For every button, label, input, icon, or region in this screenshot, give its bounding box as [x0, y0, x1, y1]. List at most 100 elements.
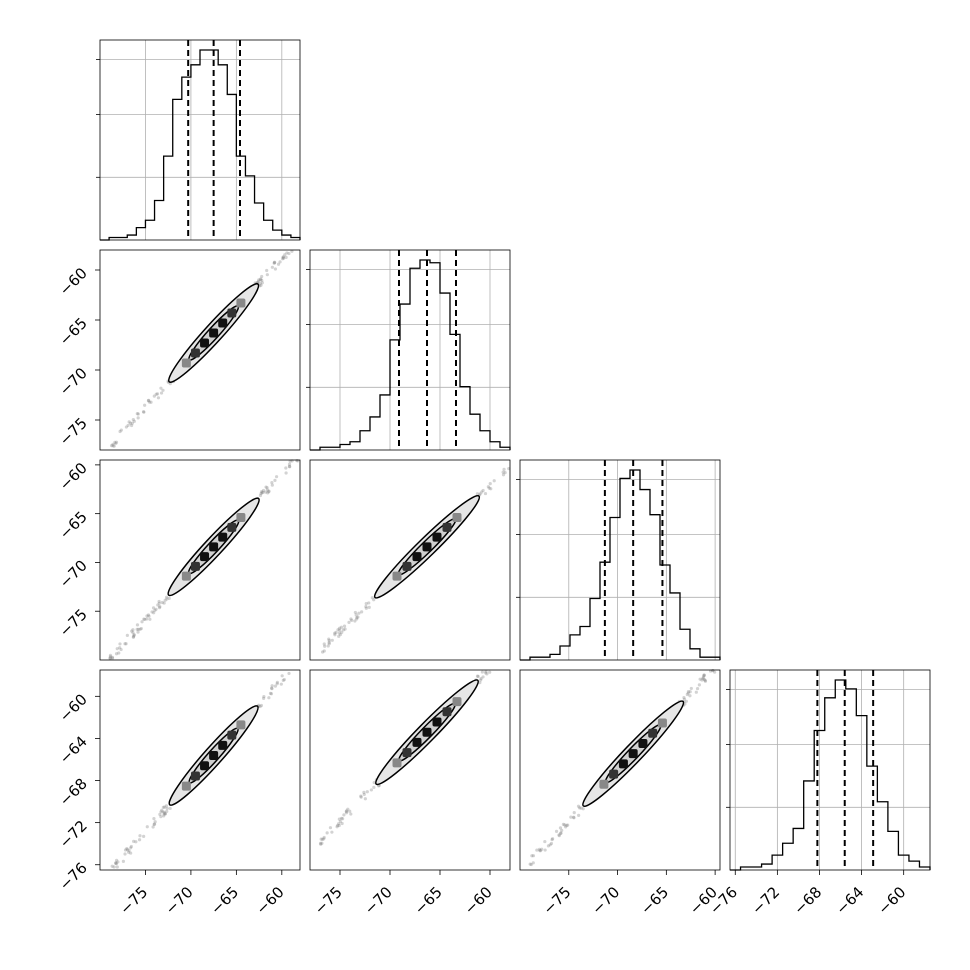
y-tick-label: −75 [56, 605, 91, 640]
sample-point [572, 810, 576, 815]
sample-point [114, 440, 119, 444]
density-cell [236, 298, 246, 308]
y-tick-label: −75 [56, 414, 91, 449]
sample-point [162, 814, 166, 818]
sample-point [350, 618, 354, 622]
sample-point [162, 601, 166, 605]
density-cell [392, 571, 402, 581]
sample-point [261, 488, 266, 493]
sample-point [698, 677, 702, 681]
x-tick-label: −60 [874, 883, 909, 918]
density-cell [412, 552, 422, 562]
sample-point [108, 655, 113, 659]
sample-point [337, 823, 341, 828]
sample-point [267, 489, 271, 493]
sample-point [363, 797, 367, 801]
density-cell [638, 738, 648, 748]
scatter-panel-frame [99, 669, 301, 871]
scatter-panel-frame [309, 669, 511, 871]
y-tick-label: −65 [56, 314, 91, 349]
sample-point [135, 627, 139, 631]
sample-point [550, 837, 554, 842]
sample-point [147, 614, 151, 618]
sample-point [336, 628, 340, 632]
sample-point [487, 486, 491, 490]
sample-point [486, 485, 490, 489]
sample-point [153, 608, 157, 612]
sample-point [124, 642, 128, 646]
sample-point [338, 633, 343, 637]
y-tick-label: −70 [56, 364, 91, 399]
sample-point [362, 790, 366, 794]
sample-point [110, 864, 114, 868]
sample-point [701, 676, 705, 681]
sample-point [265, 488, 269, 492]
sample-point [114, 858, 119, 862]
sample-point [270, 480, 274, 485]
histogram-step [100, 49, 301, 241]
sample-point [339, 816, 344, 820]
x-tick-label: −70 [162, 883, 197, 918]
sample-point [279, 682, 283, 686]
sample-point [159, 810, 163, 814]
sample-point [130, 629, 134, 633]
sample-point [337, 626, 342, 630]
sample-point [156, 396, 161, 400]
sample-point [165, 809, 169, 813]
sample-point [484, 671, 488, 675]
sample-point [326, 644, 330, 648]
sample-point [155, 392, 160, 396]
sample-point [152, 611, 156, 615]
sample-point [132, 633, 136, 637]
sample-point [481, 488, 485, 493]
sample-point [344, 811, 349, 815]
sample-point [507, 466, 511, 471]
sample-point [164, 595, 169, 599]
sample-point [359, 794, 363, 798]
sample-point [114, 861, 118, 865]
sample-point [335, 825, 339, 829]
sample-point [355, 616, 359, 620]
sample-point [270, 265, 274, 269]
sample-point [702, 673, 706, 677]
density-cell [618, 759, 628, 769]
sample-point [158, 812, 162, 817]
sample-point [110, 656, 115, 660]
sample-point [571, 815, 576, 819]
sample-point [267, 490, 271, 494]
sample-point [115, 647, 119, 651]
sample-point [290, 249, 294, 253]
density-cell [190, 771, 200, 781]
sample-point [258, 281, 262, 286]
sample-point [337, 634, 341, 638]
sample-point [338, 628, 342, 632]
sample-point [546, 844, 551, 848]
sample-point [333, 633, 337, 637]
density-cell [628, 749, 638, 759]
sample-point [114, 441, 118, 446]
sample-point [702, 673, 706, 677]
sample-point [131, 628, 135, 632]
sample-point [560, 828, 564, 832]
sample-point [287, 462, 292, 466]
sample-point [139, 626, 143, 631]
sample-point [265, 268, 269, 273]
sample-point [281, 257, 285, 261]
sample-point [131, 417, 135, 422]
density-cell [209, 751, 219, 761]
sample-point [162, 812, 166, 816]
sample-point [158, 605, 162, 609]
x-tick-label: −60 [461, 883, 496, 918]
density-cell [412, 737, 422, 747]
sample-point [152, 822, 157, 826]
sample-point [257, 278, 261, 282]
sample-point [160, 808, 164, 812]
sample-point [488, 482, 492, 486]
sample-point [145, 825, 149, 829]
sample-point [346, 807, 350, 811]
sample-point [125, 633, 129, 637]
sample-point [153, 820, 157, 824]
sample-point [689, 686, 693, 691]
sample-point [322, 835, 326, 840]
sample-point [478, 680, 482, 685]
